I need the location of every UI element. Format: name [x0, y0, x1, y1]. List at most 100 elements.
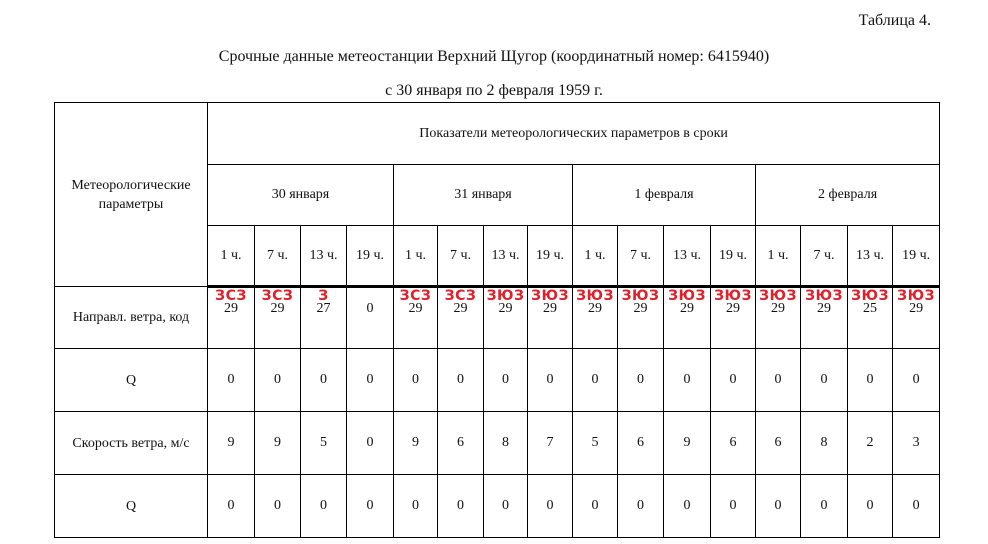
direction-annotation: ЗСЗ — [261, 288, 294, 304]
day-header-cell: 30 января — [207, 164, 394, 226]
direction-annotation: ЗСЗ — [399, 288, 432, 304]
hour-header-cell: 19 ч. — [891, 225, 941, 288]
row-label-cell: Направл. ветра, код — [54, 286, 208, 349]
value-cell: 0 — [663, 474, 711, 538]
value-cell: 0 — [755, 348, 801, 412]
value-cell: 0 — [346, 474, 394, 538]
value-cell: 0 — [300, 348, 347, 412]
value-cell: 0 — [572, 348, 618, 412]
direction-cell: ЗСЗ 29 — [393, 286, 438, 349]
direction-code: 29 — [909, 301, 924, 316]
direction-annotation: ЗСЗ — [215, 288, 247, 304]
direction-annotation: ЗЮЗ — [531, 288, 569, 304]
value-cell: 0 — [755, 474, 801, 538]
direction-code: 29 — [588, 301, 602, 316]
value-cell: 8 — [800, 411, 848, 475]
document-title: Срочные данные метеостанции Верхний Щуго… — [218, 48, 770, 65]
hour-header-cell: 1 ч. — [393, 225, 438, 288]
hour-header-cell: 1 ч. — [755, 225, 801, 288]
value-cell: 0 — [527, 474, 573, 538]
value-cell: 0 — [207, 348, 255, 412]
hour-header-cell: 19 ч. — [710, 225, 756, 288]
direction-code: 29 — [453, 301, 468, 316]
value-cell: 0 — [800, 348, 848, 412]
value-cell: 9 — [663, 411, 711, 475]
direction-cell: ЗЮЗ 29 — [527, 286, 573, 349]
value-cell: 5 — [300, 411, 347, 475]
value-cell: 6 — [710, 411, 756, 475]
hour-header-cell: 19 ч. — [346, 225, 394, 288]
day-header-cell: 31 января — [393, 164, 573, 226]
hour-header-cell: 19 ч. — [527, 225, 573, 288]
value-cell: 0 — [346, 411, 394, 475]
direction-annotation: ЗЮЗ — [759, 288, 797, 304]
value-cell: 0 — [207, 474, 255, 538]
value-cell: 0 — [710, 474, 756, 538]
direction-code: 29 — [408, 301, 423, 316]
value-cell: 9 — [254, 411, 301, 475]
value-cell: 0 — [891, 474, 941, 538]
direction-code: 29 — [771, 301, 785, 316]
value-cell: 0 — [254, 474, 301, 538]
value-cell: 9 — [393, 411, 438, 475]
table-number-label: Таблица 4. — [858, 12, 931, 29]
direction-code: 29 — [817, 301, 831, 316]
direction-cell: ЗЮЗ 29 — [617, 286, 664, 349]
direction-annotation: З — [318, 288, 329, 304]
direction-cell: ЗЮЗ 29 — [891, 286, 941, 349]
value-cell: 0 — [393, 348, 438, 412]
value-cell: 0 — [710, 348, 756, 412]
direction-annotation: ЗЮЗ — [621, 288, 660, 304]
direction-code: 27 — [316, 301, 331, 316]
value-cell: 0 — [346, 348, 394, 412]
value-cell: 6 — [437, 411, 484, 475]
direction-cell: ЗЮЗ 29 — [483, 286, 528, 349]
direction-cell: ЗЮЗ 29 — [663, 286, 711, 349]
direction-annotation: ЗЮЗ — [714, 288, 752, 304]
value-cell: 6 — [617, 411, 664, 475]
direction-cell: З 27 — [300, 286, 347, 349]
direction-code: 0 — [366, 301, 374, 316]
hour-header-cell: 7 ч. — [437, 225, 484, 288]
value-cell: 0 — [800, 474, 848, 538]
direction-annotation: ЗЮЗ — [851, 288, 889, 304]
value-cell: 0 — [393, 474, 438, 538]
table-row: Скорость ветра, м/с 9 9 5 0 9 6 8 7 5 6 9 6 6 8 2 3 — [54, 411, 941, 475]
direction-code: 29 — [498, 301, 513, 316]
direction-cell: ЗСЗ 29 — [437, 286, 484, 349]
table-row: Направл. ветра, код ЗСЗ 29 ЗСЗ 29 З 27 0 ЗСЗ 29 ЗС… — [54, 286, 941, 349]
direction-cell: ЗЮЗ 29 — [755, 286, 801, 349]
hour-header-cell: 13 ч. — [483, 225, 528, 288]
direction-annotation: ЗЮЗ — [486, 288, 525, 304]
day-header-cell: 1 февраля — [572, 164, 756, 226]
value-cell: 0 — [617, 348, 664, 412]
value-cell: 5 — [572, 411, 618, 475]
value-cell: 7 — [527, 411, 573, 475]
hour-header-cell: 7 ч. — [800, 225, 848, 288]
value-cell: 0 — [483, 474, 528, 538]
direction-code: 29 — [680, 301, 694, 316]
direction-cell: ЗЮЗ 29 — [800, 286, 848, 349]
value-cell: 9 — [207, 411, 255, 475]
row-label-cell: Скорость ветра, м/с — [54, 411, 208, 475]
direction-annotation: ЗЮЗ — [897, 288, 935, 304]
direction-annotation: ЗЮЗ — [668, 288, 706, 304]
direction-cell: ЗСЗ 29 — [207, 286, 255, 349]
value-cell: 2 — [847, 411, 893, 475]
weather-data-table: Метеорологические параметры Показатели м… — [54, 102, 941, 538]
value-cell: 0 — [847, 474, 893, 538]
hour-header-cell: 7 ч. — [254, 225, 301, 288]
hour-header-cell: 1 ч. — [572, 225, 618, 288]
direction-code: 25 — [863, 301, 877, 316]
value-cell: 0 — [437, 348, 484, 412]
direction-code: 29 — [224, 301, 238, 316]
hour-header-cell: 13 ч. — [663, 225, 711, 288]
direction-cell: ЗЮЗ 29 — [710, 286, 756, 349]
value-cell: 8 — [483, 411, 528, 475]
value-cell: 0 — [527, 348, 573, 412]
value-cell: 0 — [300, 474, 347, 538]
hour-header-cell: 7 ч. — [617, 225, 664, 288]
direction-annotation: ЗСЗ — [444, 288, 477, 304]
direction-cell: ЗЮЗ 25 — [847, 286, 893, 349]
